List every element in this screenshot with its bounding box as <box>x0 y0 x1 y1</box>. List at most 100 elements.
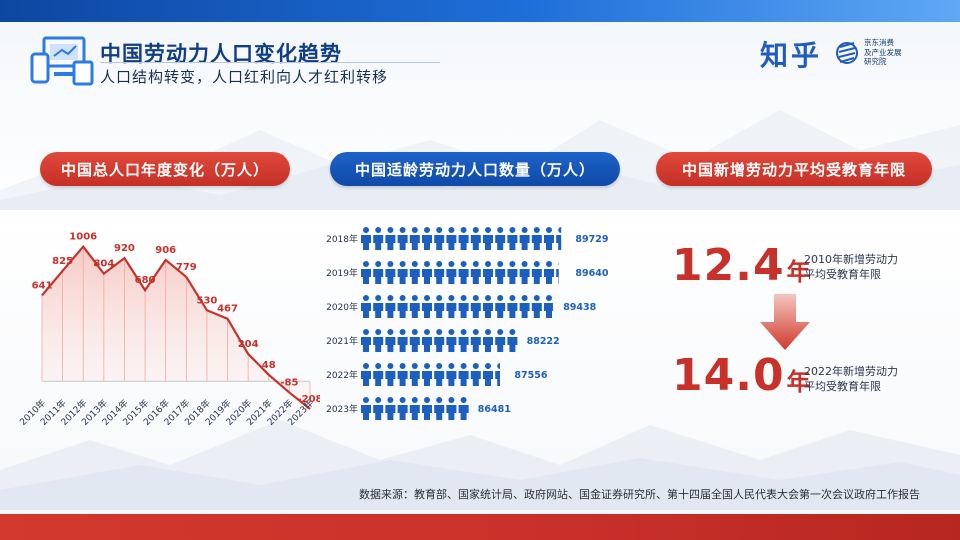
person-icon <box>446 227 457 250</box>
person-icon <box>422 227 432 250</box>
person-icon <box>495 295 506 318</box>
person-icon <box>470 363 481 386</box>
person-icon <box>409 397 420 420</box>
data-label: 48 <box>262 360 276 371</box>
person-icon <box>409 261 420 284</box>
data-label: 530 <box>196 295 217 306</box>
person-icon <box>446 363 457 386</box>
person-icon <box>458 329 469 352</box>
data-source-note: 数据来源：教育部、国家统计局、政府网站、国金证券研究所、第十四届全国人民代表大会… <box>359 488 920 501</box>
person-icon <box>544 227 554 250</box>
population-line <box>41 244 311 410</box>
person-icon <box>470 227 481 250</box>
person-icon <box>495 227 506 250</box>
person-icon <box>483 227 493 250</box>
edu-value-2010: 12.4年 <box>672 240 812 291</box>
data-label: 89438 <box>563 302 596 313</box>
y-tick-label: 2018年 <box>326 233 358 245</box>
person-icon <box>385 261 396 284</box>
person-icon <box>361 329 371 352</box>
person-icon <box>458 261 469 284</box>
data-label: 680 <box>135 275 156 286</box>
person-icon <box>373 227 384 250</box>
person-icon <box>507 227 518 250</box>
person-icon <box>409 295 420 318</box>
edu-value-number: 12.4 <box>672 240 785 291</box>
edu-desc-line: 2010年新增劳动力 <box>804 253 898 266</box>
person-icon <box>361 227 371 250</box>
y-tick-label: 2022年 <box>326 369 358 381</box>
person-icon <box>385 363 396 386</box>
devices-icon <box>30 36 94 86</box>
data-label: 804 <box>93 259 114 270</box>
person-icon <box>434 397 445 420</box>
title-divider <box>100 62 440 63</box>
person-icon <box>397 397 408 420</box>
person-icon <box>422 329 432 352</box>
person-icon <box>446 261 457 284</box>
page-title: 中国劳动力人口变化趋势 <box>100 42 342 66</box>
data-label: 204 <box>238 339 259 350</box>
data-label: 779 <box>176 262 197 273</box>
institute-name: 京东消费 及产业发展 研究院 <box>864 38 934 67</box>
edu-desc-line: 平均受教育年限 <box>804 268 881 281</box>
person-icon <box>422 295 432 318</box>
page-subtitle: 人口结构转变，人口红利向人才红利转移 <box>100 68 389 86</box>
person-icon <box>483 261 493 284</box>
institute-name-line: 京东消费 <box>864 38 894 47</box>
person-icon <box>373 363 384 386</box>
person-icon <box>422 261 432 284</box>
labor-chart-title: 中国适龄劳动力人口数量（万人） <box>330 152 620 186</box>
bottom-accent-bar <box>0 514 960 540</box>
person-icon <box>361 261 371 284</box>
person-icon <box>434 329 445 352</box>
person-icon <box>409 227 420 250</box>
person-icon <box>446 397 457 420</box>
person-icon <box>434 295 445 318</box>
person-icon <box>483 363 493 386</box>
person-icon <box>544 261 554 284</box>
edu-value-number: 14.0 <box>672 350 785 401</box>
institute-name-line: 及产业发展 <box>864 47 902 57</box>
person-icon <box>483 295 493 318</box>
person-icon <box>397 329 408 352</box>
edu-value-2022: 14.0年 <box>672 350 812 401</box>
brand-logo: 知乎 <box>760 39 823 72</box>
person-icon <box>397 261 408 284</box>
data-label: 920 <box>114 243 135 254</box>
person-icon <box>519 261 530 284</box>
person-icon <box>519 295 530 318</box>
institute-logo-icon <box>836 42 858 64</box>
person-icon <box>458 397 469 420</box>
person-icon <box>385 295 396 318</box>
person-icon <box>458 363 469 386</box>
data-label: 87556 <box>514 370 547 381</box>
person-icon <box>531 227 542 250</box>
area-fill <box>42 246 310 410</box>
person-icon <box>422 363 432 386</box>
person-icon <box>519 227 530 250</box>
down-arrow-icon <box>760 294 810 350</box>
person-icon <box>361 363 371 386</box>
edu-value-unit: 年 <box>786 258 812 286</box>
person-icon <box>446 329 457 352</box>
person-icon <box>409 363 420 386</box>
person-icon <box>397 363 408 386</box>
person-icon <box>373 397 384 420</box>
population-chart-title: 中国总人口年度变化（万人） <box>40 152 290 186</box>
person-icon <box>373 261 384 284</box>
data-label: 906 <box>155 245 176 256</box>
edu-value-unit: 年 <box>786 368 812 396</box>
person-icon <box>470 329 481 352</box>
data-label: 88222 <box>527 336 560 347</box>
y-tick-label: 2021年 <box>326 335 358 347</box>
data-label: 641 <box>32 280 53 291</box>
person-icon <box>531 261 542 284</box>
person-icon <box>495 329 506 352</box>
person-icon <box>397 295 408 318</box>
y-tick-label: 2020年 <box>326 301 358 313</box>
person-icon <box>507 295 518 318</box>
person-icon <box>556 262 559 284</box>
person-icon <box>483 329 493 352</box>
person-icon <box>470 295 481 318</box>
